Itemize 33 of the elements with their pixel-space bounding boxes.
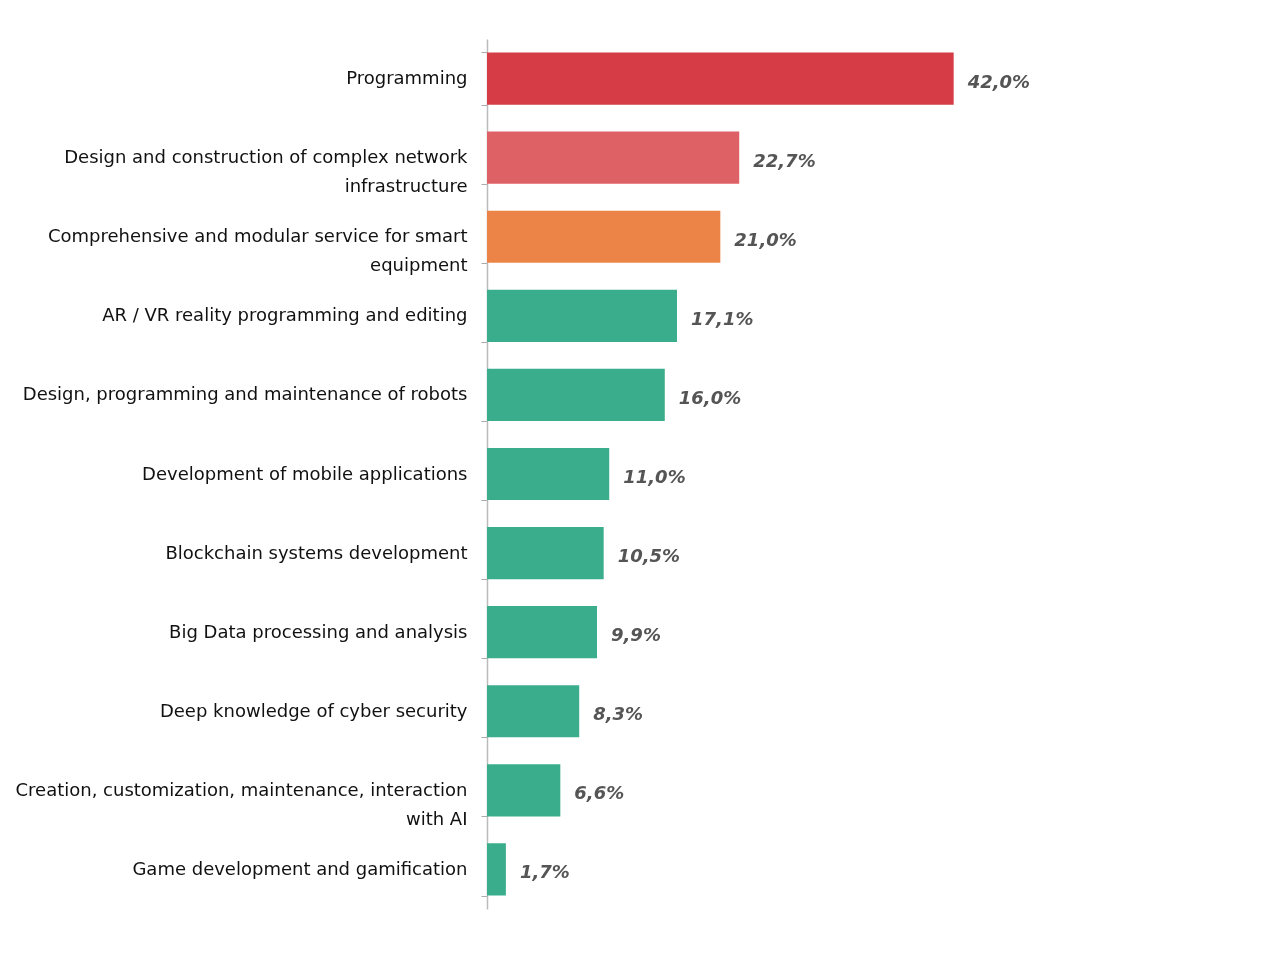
- y-tick-label: AR / VR reality programming and editing: [102, 304, 468, 326]
- y-tick-label: Deep knowledge of cyber security: [159, 699, 468, 721]
- bar: [487, 368, 665, 422]
- y-tick-label: Comprehensive and modular service for smart equipment: [47, 225, 468, 276]
- y-tick-label: Design and construction of complex network infrastructure: [64, 146, 469, 197]
- data-label: 11,0%: [623, 466, 686, 487]
- bar: [487, 447, 610, 501]
- data-label: 42,0%: [966, 70, 1031, 92]
- y-tick-label: Development of mobile applications: [142, 462, 468, 484]
- bar: [487, 764, 561, 817]
- bar: [487, 52, 954, 105]
- y-tick-label: Blockchain systems development: [165, 541, 468, 563]
- bar: [487, 526, 604, 580]
- bar: [487, 685, 580, 738]
- data-label: 17,1%: [691, 307, 754, 329]
- data-label: 10,5%: [617, 545, 681, 567]
- bar: [487, 131, 740, 184]
- y-tick-label: Big Data processing and analysis: [169, 620, 468, 642]
- data-label: 21,0%: [734, 228, 797, 250]
- data-label: 22,7%: [753, 149, 816, 171]
- bar: [487, 843, 506, 896]
- y-tick-label: Design, programming and maintenance of robots: [22, 383, 468, 405]
- bar: [487, 210, 721, 263]
- y-tick-label: Game development and gamification: [132, 857, 468, 879]
- data-label: 8,3%: [593, 703, 644, 725]
- data-label: 1,7%: [519, 861, 570, 883]
- data-label: 16,0%: [678, 386, 742, 408]
- data-label: 6,6%: [574, 782, 625, 804]
- data-label: 9,9%: [611, 624, 661, 646]
- y-tick-label: Creation, customization, maintenance, interaction with AI: [15, 778, 468, 829]
- y-tick-label: Programming: [346, 67, 468, 89]
- bar: [487, 606, 597, 659]
- bar: [487, 289, 677, 342]
